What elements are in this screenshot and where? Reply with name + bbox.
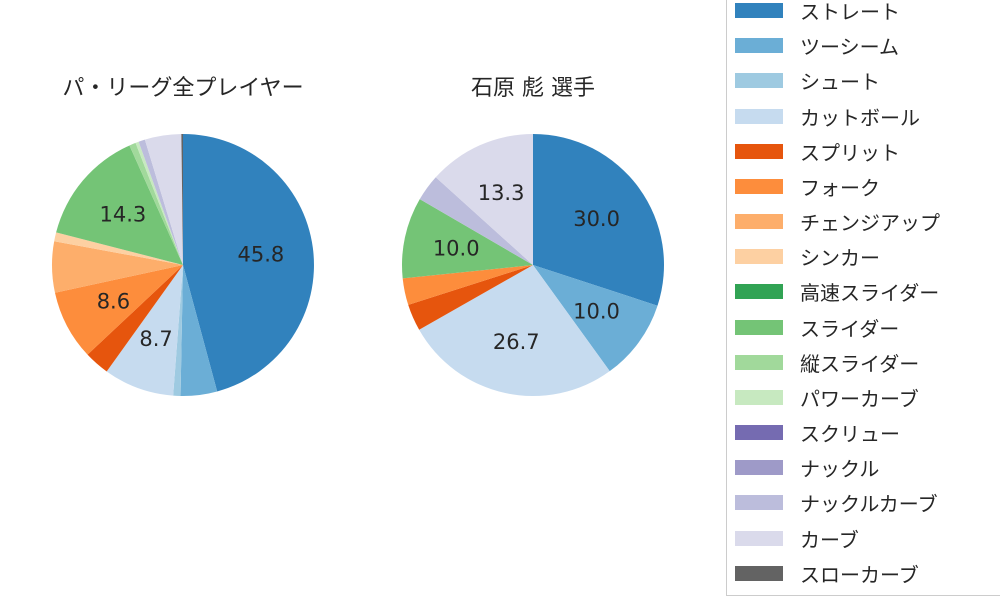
legend-swatch	[735, 530, 783, 546]
legend-swatch	[735, 284, 783, 300]
legend-item: スライダー	[727, 310, 1000, 345]
pie-value-label: 13.3	[478, 181, 525, 205]
legend-swatch	[735, 108, 783, 124]
pie-slice	[173, 265, 183, 396]
pie-slice	[402, 265, 533, 305]
legend-swatch	[735, 3, 783, 19]
legend-label: 高速スライダー	[800, 281, 940, 306]
pie-value-label: 45.8	[238, 243, 285, 267]
legend-item: 高速スライダー	[727, 274, 1000, 309]
pie-slice	[106, 265, 183, 396]
legend-item: スプリット	[727, 134, 1000, 169]
legend-label: シュート	[800, 70, 880, 95]
pie-slice	[435, 134, 533, 265]
legend-item: ナックル	[727, 450, 1000, 485]
pie-chart-right: 30.0 10.0 26.7 10.0 13.3	[401, 134, 664, 396]
pie-value-label: 30.0	[573, 207, 620, 231]
pie-value-label: 10.0	[573, 299, 620, 323]
legend-swatch	[735, 495, 783, 511]
pie-value-label: 8.7	[139, 327, 172, 351]
legend-label: ストレート	[800, 0, 900, 25]
legend-item: ストレート	[727, 0, 1000, 28]
legend-item: ツーシーム	[727, 28, 1000, 63]
pie-slice	[54, 265, 184, 355]
legend-label: ツーシーム	[800, 35, 899, 60]
pie-slice	[408, 265, 533, 330]
legend-label: スローカーブ	[800, 562, 919, 587]
legend-label: パワーカーブ	[800, 386, 919, 411]
legend-item: フォーク	[727, 169, 1000, 204]
legend-label: 縦スライダー	[800, 351, 920, 376]
legend-swatch	[735, 38, 783, 54]
legend-label: ナックル	[800, 457, 880, 482]
legend-label: カーブ	[800, 527, 859, 552]
legend-item: カットボール	[727, 99, 1000, 134]
legend-label: スライダー	[800, 316, 900, 341]
pie-slice	[533, 134, 664, 306]
pie-slice	[180, 265, 218, 397]
legend-item: スローカーブ	[727, 556, 1000, 591]
legend-item: チェンジアップ	[727, 204, 1000, 239]
pie-slice	[87, 265, 183, 372]
pie-slice	[135, 141, 183, 265]
legend-swatch	[735, 354, 783, 370]
legend-swatch	[735, 249, 783, 265]
legend-item: シュート	[727, 63, 1000, 98]
legend-swatch	[735, 389, 783, 405]
pie-title-right: 石原 彪 選手	[471, 76, 595, 101]
pie-slice	[181, 134, 183, 265]
legend-swatch	[735, 565, 783, 581]
legend-label: フォーク	[800, 175, 880, 200]
legend-item: 縦スライダー	[727, 345, 1000, 380]
pie-slice	[419, 265, 610, 396]
legend-label: スプリット	[800, 140, 900, 165]
legend-swatch	[735, 425, 783, 441]
legend-swatch	[735, 460, 783, 476]
pie-slice	[138, 139, 183, 265]
legend-swatch	[735, 143, 783, 159]
pie-value-label: 26.7	[493, 330, 540, 354]
legend-item: スクリュー	[727, 415, 1000, 450]
legend-swatch	[735, 178, 783, 194]
legend-label: ナックルカーブ	[800, 492, 938, 517]
pie-value-label: 10.0	[433, 236, 480, 260]
legend-label: スクリュー	[800, 422, 900, 447]
pie-slice	[401, 199, 533, 279]
pie-value-label: 8.6	[97, 290, 130, 314]
legend-label: カットボール	[800, 105, 920, 130]
legend-swatch	[735, 214, 783, 230]
legend-item: シンカー	[727, 239, 1000, 274]
legend-label: シンカー	[800, 246, 880, 271]
legend-swatch	[735, 73, 783, 89]
legend-item: パワーカーブ	[727, 380, 1000, 415]
pie-slice	[56, 145, 184, 265]
pie-title-left: パ・リーグ全プレイヤー	[62, 76, 304, 101]
pie-slice	[183, 134, 314, 392]
pie-slice	[533, 265, 658, 372]
legend: ストレートツーシームシュートカットボール スプリットフォークチェンジアップ シンカー…	[726, 0, 1000, 596]
pie-slice	[144, 134, 183, 265]
pie-slice	[54, 232, 183, 265]
legend-swatch	[735, 319, 783, 335]
pie-chart-left: 45.8 8.7 8.6 14.3	[52, 134, 314, 397]
pie-value-label: 14.3	[100, 202, 147, 226]
pie-slice	[129, 142, 183, 265]
legend-item: カーブ	[727, 521, 1000, 556]
pie-slice	[52, 241, 184, 293]
pie-slice	[419, 177, 533, 265]
legend-item: ナックルカーブ	[727, 485, 1000, 520]
legend-label: チェンジアップ	[800, 211, 940, 236]
